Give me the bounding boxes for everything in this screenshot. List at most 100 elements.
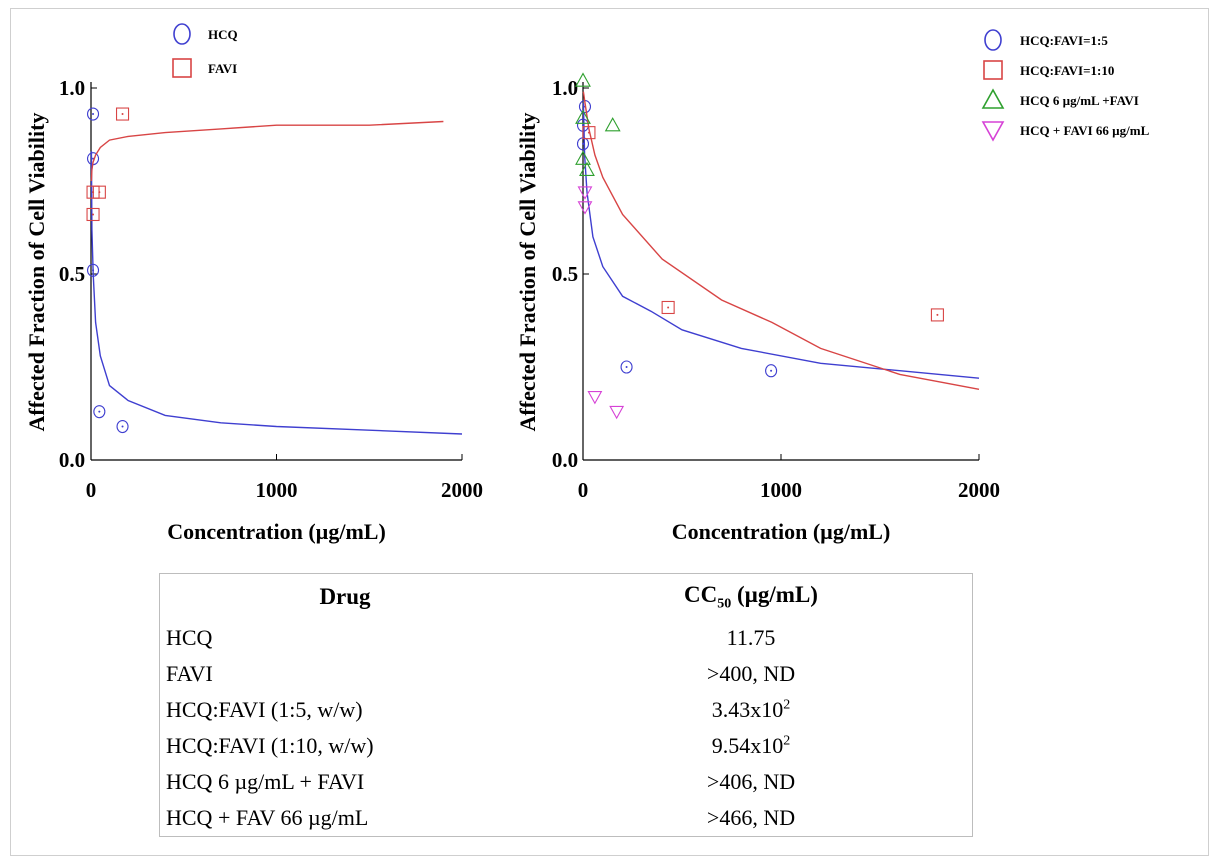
x-tick-label: 0: [86, 478, 97, 502]
row-cc50-exponent: 2: [783, 733, 791, 749]
legend-label: HCQ + FAVI 66 µg/mL: [1020, 123, 1150, 138]
y-tick-label: 1.0: [59, 76, 85, 100]
y-axis-title: Affected Fraction of Cell Viability: [515, 113, 540, 432]
header-cc50: CC50 (µg/mL): [530, 574, 973, 621]
y-axis-title: Affected Fraction of Cell Viability: [24, 113, 49, 432]
row-cc50: 11.75: [726, 625, 776, 650]
row-cc50: 9.54x10: [711, 733, 784, 758]
data-point-circle: [116, 419, 129, 434]
data-point-square-dot: [667, 306, 670, 309]
x-tick-label: 2000: [958, 478, 1000, 502]
table-row: HCQ + FAV 66 µg/mL >466, ND: [160, 800, 973, 837]
data-point-square-dot: [936, 313, 939, 316]
row-cc50: >466, ND: [706, 805, 796, 830]
data-point-circle-dot: [582, 142, 584, 145]
data-point-triangle-down: [609, 405, 625, 420]
data-point-circle-dot: [770, 369, 773, 372]
y-tick-label: 0.5: [552, 262, 578, 286]
data-point-circle-dot: [92, 269, 95, 272]
data-point-square-dot: [587, 131, 590, 134]
data-point-triangle-down: [587, 391, 603, 405]
legend-label: HCQ: [208, 27, 238, 42]
data-point-circle-dot: [121, 425, 124, 428]
data-point-circle: [93, 405, 106, 419]
x-tick-label: 0: [578, 478, 589, 502]
x-axis-title: Concentration (µg/mL): [167, 519, 386, 544]
row-cc50-exponent: 2: [783, 697, 791, 713]
row-cc50: >400, ND: [706, 661, 796, 686]
x-tick-label: 2000: [441, 478, 483, 502]
row-drug: HCQ:FAVI (1:5, w/w): [166, 697, 363, 722]
data-point-triangle-up: [604, 117, 621, 132]
table-header-row: Drug CC50 (µg/mL): [160, 574, 973, 621]
header-cc50-sub: 50: [717, 596, 732, 612]
table-row: HCQ 6 µg/mL + FAVI >406, ND: [160, 764, 973, 800]
row-drug: HCQ: [166, 625, 213, 650]
legend-marker-triangle-down: [981, 121, 1005, 142]
data-point-triangle-up: [579, 161, 595, 176]
row-drug: HCQ 6 µg/mL + FAVI: [166, 769, 365, 794]
legend-label: HCQ:FAVI=1:5: [1020, 33, 1108, 48]
header-cc50-unit: (µg/mL): [731, 581, 818, 607]
data-point-circle-dot: [92, 113, 95, 116]
legend-marker-triangle-up: [981, 88, 1005, 109]
fit-curve-circle: [582, 102, 980, 379]
legend-marker-circle: [984, 29, 1002, 51]
plot-left: 0.0 0.5 1.0 0 1000 2000 Concentration (µg/mL) A…: [24, 23, 483, 544]
data-point-triangle-up: [575, 150, 591, 165]
legend-label: HCQ 6 µg/mL +FAVI: [1020, 93, 1139, 108]
legend-marker-circle: [173, 23, 191, 45]
cc50-table: Drug CC50 (µg/mL) HCQ 11.75 FAVI >400, N…: [159, 573, 973, 837]
y-tick-label: 0.0: [552, 448, 578, 472]
table-row: FAVI >400, ND: [160, 656, 973, 692]
row-cc50-cell: 9.54x102: [530, 728, 973, 764]
data-point-square: [582, 126, 596, 140]
data-point-circle-dot: [98, 410, 101, 413]
table-row: HCQ 11.75: [160, 620, 973, 656]
x-axis-title: Concentration (µg/mL): [672, 519, 891, 544]
row-drug: HCQ:FAVI (1:10, w/w): [166, 733, 374, 758]
row-drug: FAVI: [166, 661, 213, 686]
data-point-square: [86, 207, 100, 222]
y-tick-label: 0.0: [59, 448, 85, 472]
data-point-circle: [765, 364, 778, 378]
data-point-triangle-down: [577, 186, 593, 200]
fit-curve-square: [90, 120, 444, 182]
y-tick-label: 1.0: [552, 76, 578, 100]
plot-right: 0.0 0.5 1.0 0 1000 2000 Concentration (µg/mL) A…: [515, 29, 1150, 544]
data-point-triangle-up: [575, 72, 591, 87]
data-point-triangle-up: [575, 109, 591, 124]
fit-curve-circle: [90, 151, 463, 435]
x-tick-label: 1000: [256, 478, 298, 502]
data-point-square: [92, 185, 106, 199]
data-point-square-dot: [98, 191, 101, 194]
data-point-circle: [86, 263, 100, 277]
row-cc50: >406, ND: [706, 769, 796, 794]
data-point-circle-dot: [582, 124, 584, 127]
header-cc50-main: CC: [684, 581, 718, 607]
legend-label: HCQ:FAVI=1:10: [1020, 63, 1114, 78]
row-cc50: 3.43x10: [711, 697, 784, 722]
data-point-circle-dot: [625, 366, 628, 368]
legend-marker-square: [983, 60, 1003, 80]
y-tick-label: 0.5: [59, 262, 85, 286]
data-point-square: [661, 300, 675, 315]
data-point-square-dot: [121, 113, 124, 116]
data-point-circle: [86, 107, 100, 121]
charts-canvas: 0.0 0.5 1.0 0 1000 2000 Concentration (µg/mL) A…: [24, 23, 1150, 544]
x-tick-label: 1000: [760, 478, 802, 502]
data-point-square: [930, 308, 944, 322]
legend-label: FAVI: [208, 61, 237, 76]
table-row: HCQ:FAVI (1:10, w/w) 9.54x102: [160, 728, 973, 764]
data-point-triangle-down: [577, 201, 593, 215]
header-drug: Drug: [319, 584, 371, 609]
figure-frame: [10, 8, 1209, 856]
table-row: HCQ:FAVI (1:5, w/w) 3.43x102: [160, 692, 973, 728]
row-cc50-cell: 3.43x102: [530, 692, 973, 728]
legend-marker-square: [172, 58, 192, 78]
data-point-square-dot: [92, 213, 95, 216]
data-point-square: [115, 107, 130, 121]
data-point-circle: [620, 360, 633, 374]
fit-curve-square: [582, 91, 980, 390]
row-drug: HCQ + FAV 66 µg/mL: [166, 805, 369, 830]
